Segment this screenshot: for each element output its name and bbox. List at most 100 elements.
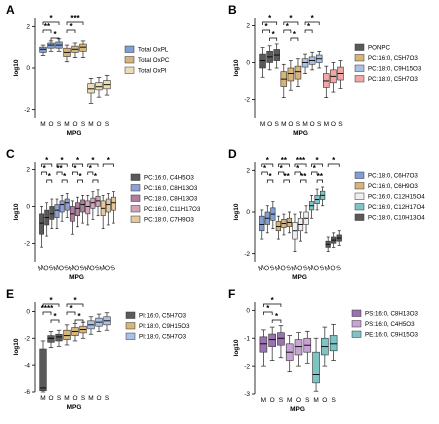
legend-swatch [354,203,365,211]
significance-label: * [76,156,80,165]
x-group-label: S [81,121,86,128]
significance-label: * [63,172,67,181]
significance-bracket [278,171,285,175]
x-group-label: M [37,264,44,272]
x-group-label: M [291,264,298,272]
y-tick-label: 2 [246,168,250,175]
significance-label: * [269,172,273,181]
legend-swatch [130,184,141,192]
significance-label: * [77,312,81,321]
x-group-label: O [310,121,315,128]
significance-label: * [266,304,270,313]
legend-swatch [130,194,141,202]
significance-bracket [283,21,299,25]
legend-swatch [130,205,141,213]
x-axis-label: MPG [69,274,84,281]
significance-label: * [266,156,270,165]
x-group-label: M [88,121,93,128]
legend-swatch [354,64,365,72]
significance-bracket [290,37,299,41]
box [259,215,265,232]
box [75,202,80,217]
x-group-label: S [338,121,343,128]
x-group-label: M [274,264,281,272]
significance-label: * [79,172,83,181]
legend-swatch [124,56,135,64]
legend-label: Total OxPI [138,68,167,75]
x-group-label: O [73,264,80,272]
legend-swatch [354,192,365,200]
significance-bracket [262,21,278,25]
legend-label: PI:16:0, C5H7O3 [139,313,187,320]
box [47,335,55,343]
legend-label: PC:16:0, C6H9O3 [368,183,418,190]
y-tick-label: 0 [246,308,250,315]
legend-label: PI:18:0, C5H7O3 [139,334,187,341]
significance-label: * [48,172,52,181]
y-tick-label: -2 [244,97,250,104]
significance-bracket [77,179,83,183]
significance-label: * [43,164,47,173]
x-group-label: O [72,395,77,402]
significance-label: * [280,164,284,173]
panel-d: D20-2log10MOSMOSMOSMOSMOSMPG************… [228,147,425,281]
y-axis-label: log10 [13,203,20,220]
significance-label: * [332,156,336,165]
legend-label: PS:16:0, C8H13O3 [365,311,419,318]
significance-label: * [265,22,269,31]
significance-bracket [50,319,60,323]
x-group-label: M [258,264,265,272]
y-tick-label: -2 [24,241,30,248]
y-tick-label: -3 [244,391,250,398]
legend-label: PONPC [368,45,391,52]
y-tick-label: 2 [246,23,250,30]
significance-bracket [42,21,60,25]
legend-swatch [124,66,135,74]
significance-label: * [91,156,95,165]
x-group-label: M [287,397,292,404]
x-group-label: O [43,264,50,272]
legend-label: PC:16:0, C4H5O3 [144,175,194,182]
significance-bracket [92,179,99,183]
y-axis-label: log10 [233,59,240,76]
x-group-label: M [324,121,329,128]
x-group-label: S [286,264,293,272]
significance-label: ** [317,172,324,181]
significance-label: ** [44,22,51,31]
significance-bracket [72,163,83,167]
significance-label: * [296,164,300,173]
box [312,351,320,384]
y-tick-label: 0 [26,65,30,72]
significance-label: * [45,156,49,165]
significance-bracket [271,319,282,323]
x-group-label: O [330,264,337,272]
legend-swatch [351,330,362,338]
x-group-label: M [99,264,106,272]
y-tick-label: -2 [24,335,30,342]
x-group-label: O [296,264,303,272]
significance-bracket [283,29,292,33]
x-group-label: M [260,121,265,128]
y-tick-label: -1 [244,335,250,342]
x-group-label: O [72,121,77,128]
legend-swatch [124,45,135,53]
legend-swatch [354,171,365,179]
x-group-label: O [263,264,270,272]
legend-swatch [354,182,365,190]
significance-bracket [300,179,307,183]
y-tick-label: 0 [246,209,250,216]
panel-letter: A [6,3,15,17]
significance-bracket [61,179,68,183]
box [275,221,281,232]
box [287,67,295,82]
x-axis-label: MPG [293,130,308,137]
significance-bracket [294,171,301,175]
box [268,333,276,347]
y-tick-label: -6 [24,389,30,396]
significance-bracket [327,163,340,167]
significance-bracket [42,303,60,307]
y-axis-label: log10 [233,339,240,356]
significance-bracket [41,171,48,175]
